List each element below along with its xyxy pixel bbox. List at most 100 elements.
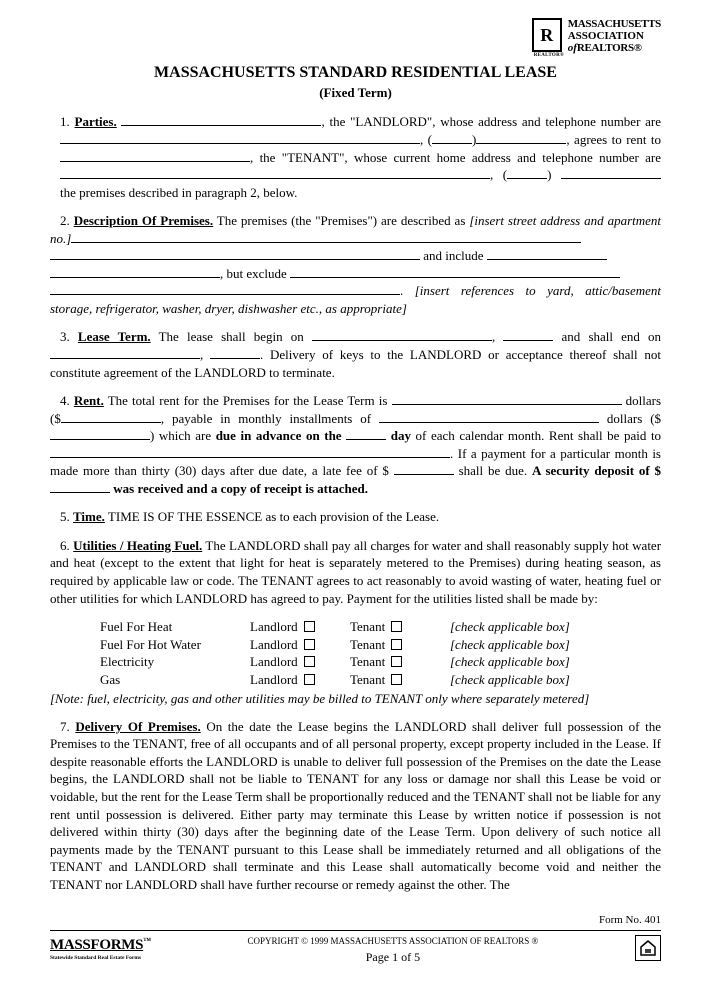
util-landlord-label: Landlord [250, 636, 298, 654]
util-name: Electricity [100, 653, 250, 671]
checkbox-tenant[interactable] [391, 674, 402, 685]
blank-begin-date[interactable] [312, 329, 492, 341]
blank-exclude2[interactable] [50, 283, 400, 295]
s4-t6: ($ [650, 411, 661, 426]
checkbox-tenant[interactable] [391, 656, 402, 667]
s7-t1: On the date the Lease begins the LANDLOR… [50, 719, 661, 892]
footer-center: COPYRIGHT © 1999 MASSACHUSETTS ASSOCIATI… [151, 935, 635, 965]
s3-head: Lease Term. [78, 329, 151, 344]
util-hint: [check applicable box] [450, 653, 570, 671]
blank-total-rent-num[interactable] [61, 411, 161, 423]
s1-t1: , the "LANDLORD", whose address and tele… [321, 114, 661, 129]
form-number: Form No. 401 [50, 913, 661, 928]
checkbox-tenant[interactable] [391, 639, 402, 650]
realtor-label: REALTOR® [534, 53, 560, 60]
blank-include[interactable] [487, 248, 607, 260]
blank-monthly[interactable] [379, 411, 599, 423]
blank-premises-addr[interactable] [71, 231, 581, 243]
s1-num: 1. [60, 114, 70, 129]
blank-total-rent[interactable] [392, 393, 622, 405]
massforms-tm: ™ [143, 936, 151, 945]
utilities-note: [Note: fuel, electricity, gas and other … [50, 690, 661, 708]
s1-head: Parties. [75, 114, 117, 129]
util-row: Gas Landlord Tenant [check applicable bo… [100, 671, 661, 689]
s4-t2: dollars [626, 393, 661, 408]
s4-t11: A security deposit of $ [532, 463, 661, 478]
util-name: Fuel For Heat [100, 618, 250, 636]
section-rent: 4. Rent. The total rent for the Premises… [50, 392, 661, 497]
s6-num: 6. [60, 538, 70, 553]
section-utilities: 6. Utilities / Heating Fuel. The LANDLOR… [50, 537, 661, 607]
s5-head: Time. [73, 509, 105, 524]
checkbox-landlord[interactable] [304, 674, 315, 685]
blank-late-fee[interactable] [394, 463, 454, 475]
s1-t2: , ( [420, 132, 432, 147]
s4-num: 4. [60, 393, 70, 408]
blank-landlord-phone[interactable] [476, 132, 566, 144]
util-hint: [check applicable box] [450, 618, 570, 636]
page-title: MASSACHUSETTS STANDARD RESIDENTIAL LEASE [50, 62, 661, 84]
copyright-text: COPYRIGHT © 1999 MASSACHUSETTS ASSOCIATI… [151, 935, 635, 947]
blank-deposit[interactable] [50, 481, 110, 493]
s3-t4: , [200, 347, 203, 362]
blank-premises-cont[interactable] [50, 248, 420, 260]
blank-tenant-addr[interactable] [60, 167, 490, 179]
s2-t2: and include [423, 248, 483, 263]
util-row: Fuel For Hot Water Landlord Tenant [chec… [100, 636, 661, 654]
blank-due-day[interactable] [346, 428, 386, 440]
association-text: MASSACHUSETTS ASSOCIATION ofREALTORS® [568, 18, 661, 54]
s3-t3: and shall end on [562, 329, 662, 344]
blank-paid-to[interactable] [50, 446, 450, 458]
s3-t2: , [492, 329, 495, 344]
s6-head: Utilities / Heating Fuel. [73, 538, 202, 553]
section-delivery: 7. Delivery Of Premises. On the date the… [50, 718, 661, 893]
blank-tenant-name[interactable] [60, 150, 250, 162]
s5-num: 5. [60, 509, 70, 524]
s4-t1: The total rent for the Premises for the … [108, 393, 388, 408]
blank-landlord-name[interactable] [121, 114, 321, 126]
checkbox-landlord[interactable] [304, 639, 315, 650]
checkbox-landlord[interactable] [304, 656, 315, 667]
page-subtitle: (Fixed Term) [50, 84, 661, 102]
s4-t12: was received and a copy of receipt is at… [113, 481, 368, 496]
utilities-table: Fuel For Heat Landlord Tenant [check app… [100, 618, 661, 688]
blank-tenant-ac[interactable] [507, 167, 547, 179]
util-tenant-label: Tenant [350, 618, 385, 636]
s4-t10: shall be due. [459, 463, 528, 478]
util-tenant-label: Tenant [350, 653, 385, 671]
massforms-text: MASSFORMS [50, 937, 143, 953]
assoc-of: of [568, 42, 577, 54]
s2-head: Description Of Premises. [74, 213, 213, 228]
blank-end-date[interactable] [50, 347, 200, 359]
blank-tenant-phone[interactable] [561, 167, 661, 179]
util-landlord-label: Landlord [250, 653, 298, 671]
section-parties: 1. Parties. , the "LANDLORD", whose addr… [60, 113, 661, 201]
section-premises: 2. Description Of Premises. The premises… [50, 212, 661, 317]
blank-landlord-ac[interactable] [432, 132, 472, 144]
util-tenant-label: Tenant [350, 671, 385, 689]
s1-t5: , the "TENANT", whose current home addre… [250, 150, 661, 165]
checkbox-landlord[interactable] [304, 621, 315, 632]
util-landlord-label: Landlord [250, 618, 298, 636]
s7-head: Delivery Of Premises. [75, 719, 200, 734]
s2-t1: The premises (the "Premises") are descri… [217, 213, 466, 228]
blank-begin-year[interactable] [503, 329, 553, 341]
assoc-line1: MASSACHUSETTS [568, 18, 661, 30]
checkbox-tenant[interactable] [391, 621, 402, 632]
page-number: Page 1 of 5 [151, 949, 635, 965]
util-name: Gas [100, 671, 250, 689]
blank-landlord-addr[interactable] [60, 132, 420, 144]
s3-t1: The lease shall begin on [159, 329, 304, 344]
blank-end-year[interactable] [210, 347, 260, 359]
s5-t1: TIME IS OF THE ESSENCE as to each provis… [108, 509, 439, 524]
s2-t3: , but exclude [220, 266, 287, 281]
util-row: Fuel For Heat Landlord Tenant [check app… [100, 618, 661, 636]
blank-include2[interactable] [50, 266, 220, 278]
blank-exclude[interactable] [290, 266, 620, 278]
s4-t4: , payable in monthly installments of [161, 411, 371, 426]
s2-num: 2. [60, 213, 70, 228]
massforms-logo: MASSFORMS™ [50, 937, 151, 953]
blank-monthly-num[interactable] [50, 428, 150, 440]
s4-t5: dollars [607, 411, 642, 426]
util-name: Fuel For Hot Water [100, 636, 250, 654]
